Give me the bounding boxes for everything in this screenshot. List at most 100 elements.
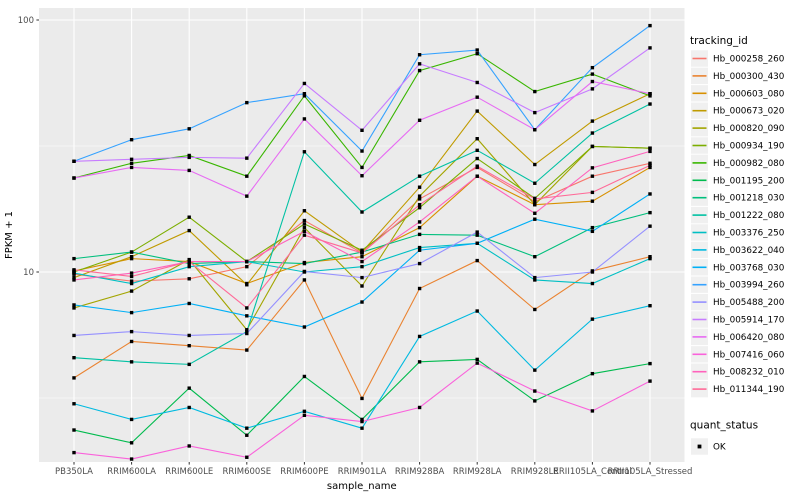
legend-item-label: Hb_001195_200: [713, 176, 785, 186]
data-point: [129, 271, 134, 275]
data-point: [245, 156, 249, 160]
data-point: [590, 65, 595, 70]
data-point: [245, 314, 249, 318]
legend-item-label: Hb_008232_010: [713, 368, 785, 378]
data-point: [245, 264, 249, 269]
data-point: [533, 128, 537, 132]
data-point: [72, 402, 76, 406]
x-tick-label: PB350LA: [55, 467, 93, 477]
data-point: [533, 211, 537, 215]
data-point: [417, 334, 422, 339]
legend-item-label: Hb_000258_260: [713, 55, 785, 65]
legend-item-Hb_003994_260: Hb_003994_260: [691, 276, 785, 293]
legend-item-Hb_003376_250: Hb_003376_250: [691, 224, 785, 241]
legend-item-label: Hb_000820_090: [713, 124, 785, 134]
data-point: [417, 205, 422, 210]
data-point: [360, 417, 364, 422]
data-point: [302, 94, 307, 98]
data-point: [129, 137, 134, 142]
data-point: [72, 271, 76, 275]
data-point: [245, 100, 249, 105]
data-point: [475, 174, 479, 178]
data-point: [590, 281, 595, 286]
data-point: [245, 174, 249, 178]
data-point: [302, 269, 307, 274]
legend-item-Hb_000258_260: Hb_000258_260: [691, 50, 785, 67]
data-point: [417, 261, 422, 266]
data-point: [360, 165, 364, 170]
data-point: [475, 164, 479, 168]
data-point: [187, 261, 191, 266]
data-point: [302, 222, 307, 226]
data-point: [417, 53, 422, 57]
data-point: [475, 357, 479, 362]
data-point: [475, 48, 479, 52]
data-point: [72, 356, 76, 360]
legend-item-Hb_003622_040: Hb_003622_040: [691, 241, 785, 259]
legend-item-Hb_001218_030: Hb_001218_030: [691, 189, 785, 206]
data-point: [475, 80, 479, 85]
legend-item-label: Hb_003622_040: [713, 246, 785, 256]
data-point: [590, 409, 595, 413]
data-point: [648, 255, 652, 259]
data-point: [360, 275, 364, 280]
data-point: [533, 89, 537, 94]
data-point: [475, 361, 479, 365]
data-point: [302, 278, 307, 282]
data-point: [475, 95, 479, 99]
data-point: [533, 255, 537, 259]
data-point: [72, 303, 76, 307]
data-point: [245, 331, 249, 336]
data-point: [360, 255, 364, 259]
data-point: [533, 181, 537, 185]
data-point: [129, 255, 134, 259]
data-point: [533, 200, 537, 204]
data-point: [590, 72, 595, 76]
data-point: [533, 389, 537, 393]
data-point: [72, 176, 76, 180]
data-point: [417, 202, 422, 207]
legend-tracking-id: tracking_id Hb_000258_260 Hb_000300_430 Hb_…: [690, 35, 785, 398]
data-point: [590, 131, 595, 135]
axis-labels: PB350LA RRIM600LA RRIM600LE RRIM600SE RRIM60…: [18, 16, 693, 477]
x-tick-label: RRIM600LE: [165, 467, 213, 477]
data-point: [648, 165, 652, 170]
legend-item-Hb_000934_190: Hb_000934_190: [691, 137, 785, 154]
data-point: [360, 210, 364, 214]
data-point: [187, 155, 191, 160]
data-point: [590, 199, 595, 203]
legend-item-label: Hb_001222_080: [713, 211, 785, 221]
data-point: [302, 225, 307, 230]
data-point: [187, 277, 191, 281]
data-point: [302, 218, 307, 223]
data-point: [590, 87, 595, 91]
data-point: [72, 256, 76, 261]
data-point: [417, 194, 422, 198]
legend-item-Hb_008232_010: Hb_008232_010: [691, 363, 785, 380]
data-point: [648, 192, 652, 196]
legend2-item-OK: OK: [691, 438, 726, 455]
data-point: [648, 210, 652, 215]
data-point: [129, 289, 134, 293]
data-point: [417, 174, 422, 178]
data-point: [245, 433, 249, 437]
data-point: [72, 376, 76, 380]
data-point: [129, 161, 134, 165]
data-point: [187, 444, 191, 448]
data-point: [533, 202, 537, 207]
legend-item-Hb_000820_090: Hb_000820_090: [691, 119, 785, 137]
data-point: [533, 278, 537, 282]
data-point: [590, 317, 595, 321]
legend-item-label: Hb_001218_030: [713, 194, 785, 204]
data-point: [129, 360, 134, 364]
data-point: [360, 284, 364, 288]
data-point: [360, 174, 364, 178]
data-point: [475, 258, 479, 263]
data-point: [245, 194, 249, 198]
data-point: [360, 251, 364, 255]
data-point: [533, 162, 537, 167]
data-point: [533, 217, 537, 221]
data-point: [72, 333, 76, 338]
data-point: [129, 417, 134, 422]
legend-item-Hb_005914_170: Hb_005914_170: [691, 311, 785, 328]
